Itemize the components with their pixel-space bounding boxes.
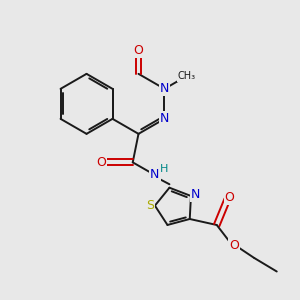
Text: CH₃: CH₃: [177, 71, 196, 81]
Text: N: N: [191, 188, 200, 201]
Text: N: N: [160, 82, 169, 95]
Text: N: N: [150, 168, 160, 181]
Text: N: N: [160, 112, 169, 125]
Text: H: H: [160, 164, 168, 174]
Text: S: S: [146, 199, 154, 212]
Text: O: O: [134, 44, 143, 57]
Text: O: O: [96, 156, 106, 169]
Text: O: O: [229, 239, 239, 252]
Text: O: O: [225, 191, 235, 204]
